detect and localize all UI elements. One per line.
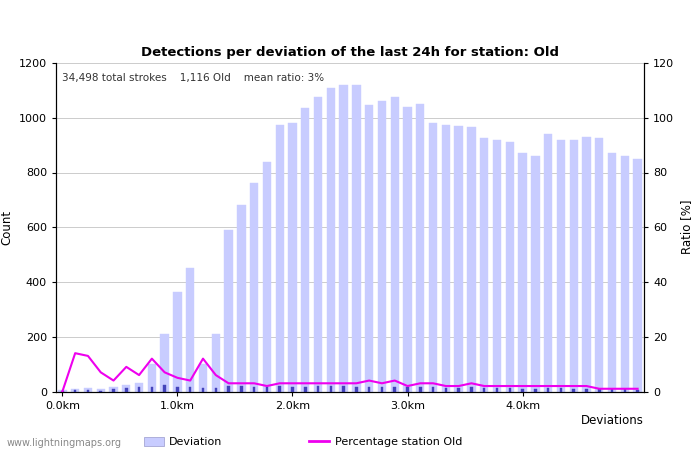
- Bar: [621, 156, 629, 392]
- Bar: [84, 388, 92, 392]
- Bar: [457, 388, 460, 392]
- Bar: [522, 389, 524, 392]
- Bar: [493, 140, 501, 392]
- Bar: [122, 385, 130, 392]
- Bar: [135, 383, 143, 392]
- Bar: [432, 387, 434, 392]
- Bar: [480, 138, 489, 392]
- Bar: [416, 104, 424, 392]
- Bar: [288, 123, 297, 392]
- Bar: [391, 97, 399, 392]
- Bar: [279, 386, 281, 391]
- Bar: [573, 389, 575, 392]
- Bar: [570, 140, 578, 392]
- Bar: [199, 364, 207, 392]
- Bar: [342, 386, 345, 391]
- Legend: Deviation, Deviation station Old, Percentage station Old: Deviation, Deviation station Old, Percen…: [139, 432, 467, 450]
- Bar: [365, 105, 373, 392]
- Bar: [71, 389, 79, 392]
- Bar: [608, 153, 616, 392]
- Bar: [519, 153, 526, 392]
- Bar: [58, 390, 66, 392]
- Bar: [160, 334, 169, 392]
- Bar: [352, 85, 361, 392]
- Bar: [406, 387, 409, 392]
- Bar: [468, 127, 475, 392]
- Bar: [544, 134, 552, 392]
- Bar: [186, 268, 195, 392]
- Bar: [470, 387, 473, 392]
- Bar: [301, 108, 309, 392]
- Bar: [454, 126, 463, 392]
- Bar: [87, 390, 89, 392]
- Y-axis label: Ratio [%]: Ratio [%]: [680, 200, 693, 255]
- Text: Deviations: Deviations: [581, 414, 644, 428]
- Text: 34,498 total strokes    1,116 Old    mean ratio: 3%: 34,498 total strokes 1,116 Old mean rati…: [62, 73, 324, 83]
- Bar: [214, 388, 217, 392]
- Bar: [314, 97, 322, 392]
- Bar: [150, 387, 153, 392]
- Bar: [560, 388, 562, 392]
- Bar: [595, 138, 603, 392]
- Bar: [228, 386, 230, 391]
- Bar: [444, 388, 447, 392]
- Bar: [534, 389, 537, 392]
- Bar: [189, 387, 192, 392]
- Bar: [547, 388, 550, 392]
- Bar: [148, 364, 156, 392]
- Bar: [276, 125, 284, 392]
- Bar: [393, 387, 396, 392]
- Bar: [291, 387, 294, 392]
- Bar: [330, 386, 332, 391]
- Bar: [202, 388, 204, 392]
- Bar: [266, 387, 268, 392]
- Bar: [505, 142, 514, 392]
- Bar: [419, 387, 421, 392]
- Bar: [634, 159, 642, 392]
- Bar: [253, 387, 256, 392]
- Bar: [109, 387, 118, 392]
- Bar: [262, 162, 271, 392]
- Bar: [138, 387, 140, 392]
- Bar: [483, 388, 486, 392]
- Bar: [99, 391, 102, 392]
- Bar: [556, 140, 565, 392]
- Bar: [636, 390, 639, 392]
- Bar: [176, 387, 178, 392]
- Bar: [340, 85, 348, 392]
- Y-axis label: Count: Count: [0, 210, 13, 245]
- Bar: [508, 388, 511, 392]
- Bar: [582, 137, 591, 392]
- Bar: [442, 125, 450, 392]
- Bar: [211, 334, 220, 392]
- Bar: [611, 389, 613, 392]
- Bar: [429, 123, 438, 392]
- Bar: [237, 205, 246, 392]
- Bar: [61, 391, 64, 392]
- Bar: [317, 386, 319, 391]
- Bar: [125, 388, 127, 392]
- Bar: [531, 156, 540, 392]
- Bar: [496, 388, 498, 392]
- Bar: [598, 389, 601, 392]
- Bar: [163, 386, 166, 392]
- Text: www.lightningmaps.org: www.lightningmaps.org: [7, 438, 122, 448]
- Bar: [174, 292, 181, 392]
- Title: Detections per deviation of the last 24h for station: Old: Detections per deviation of the last 24h…: [141, 46, 559, 59]
- Bar: [74, 391, 76, 392]
- Bar: [585, 389, 588, 392]
- Bar: [112, 389, 115, 392]
- Bar: [381, 387, 383, 392]
- Bar: [403, 107, 412, 392]
- Bar: [378, 101, 386, 392]
- Bar: [355, 387, 358, 392]
- Bar: [97, 389, 105, 392]
- Bar: [225, 230, 232, 392]
- Bar: [250, 184, 258, 392]
- Bar: [240, 386, 243, 391]
- Bar: [304, 387, 307, 392]
- Bar: [624, 389, 626, 392]
- Bar: [368, 387, 370, 392]
- Bar: [327, 88, 335, 392]
